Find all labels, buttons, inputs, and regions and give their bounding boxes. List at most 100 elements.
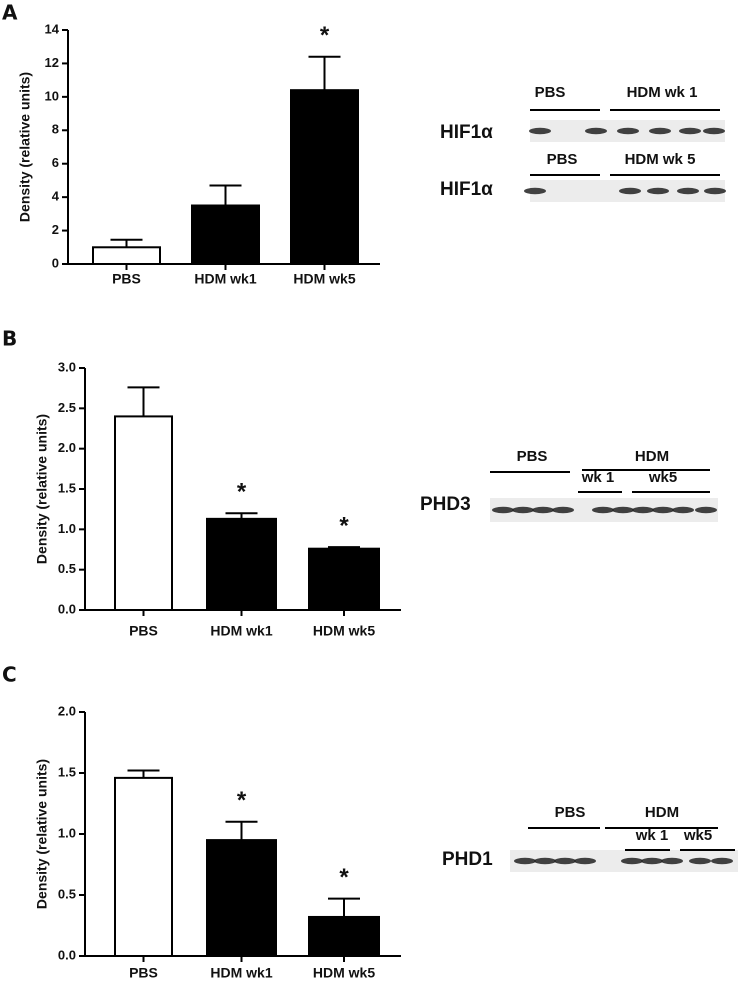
y-tick-label: 0.5: [58, 886, 76, 901]
y-tick-label: 2.5: [58, 400, 76, 415]
significance-marker: *: [320, 22, 330, 49]
y-tick-label: 14: [45, 21, 60, 36]
y-tick-label: 2.0: [58, 440, 76, 455]
significance-marker: *: [237, 479, 247, 506]
blot-band: [514, 857, 536, 865]
bar: [206, 517, 277, 612]
group-label: wk5: [683, 827, 712, 844]
group-label: PBS: [555, 804, 586, 821]
significance-marker: *: [339, 864, 349, 891]
significance-marker: *: [339, 512, 349, 539]
blot-band: [534, 857, 556, 865]
x-tick-label: HDM wk5: [293, 271, 355, 287]
group-label: wk 1: [581, 469, 615, 486]
y-tick-label: 12: [45, 55, 59, 70]
x-tick-label: HDM wk1: [210, 623, 272, 639]
y-tick-label: 0: [52, 255, 59, 270]
group-label: wk 1: [635, 827, 669, 844]
significance-marker: *: [237, 787, 247, 814]
x-tick-label: PBS: [129, 965, 158, 981]
blot-band: [695, 506, 717, 514]
error-bar: [127, 386, 160, 417]
blot-band: [647, 187, 669, 195]
y-axis-label: Density (relative units): [34, 759, 50, 909]
y-tick-label: 1.5: [58, 480, 76, 495]
y-tick-label: 0.0: [58, 947, 76, 962]
panel-label: A: [2, 1, 18, 25]
y-axis-label: Density (relative units): [17, 72, 33, 222]
y-tick-label: 6: [52, 155, 59, 170]
blot-band: [652, 506, 674, 514]
blot-band: [679, 127, 701, 135]
blot-band: [592, 506, 614, 514]
bar: [206, 839, 277, 957]
blot-band: [632, 506, 654, 514]
error-bar: [225, 820, 258, 841]
group-label: HDM: [645, 804, 679, 821]
blot-band: [612, 506, 634, 514]
protein-label: HIF1α: [440, 122, 493, 143]
x-tick-label: HDM wk1: [210, 965, 272, 981]
blot-band: [574, 857, 596, 865]
blot-band: [529, 127, 551, 135]
blot-band: [512, 506, 534, 514]
bar: [92, 246, 161, 266]
blot-band: [585, 127, 607, 135]
blot-band: [524, 187, 546, 195]
bar: [191, 204, 260, 265]
error-bar: [225, 512, 258, 519]
group-label: HDM wk 5: [625, 151, 696, 168]
bar: [114, 776, 173, 957]
blot-band: [711, 857, 733, 865]
blot-band: [619, 187, 641, 195]
y-axis-label: Density (relative units): [34, 414, 50, 564]
blot-band: [661, 857, 683, 865]
y-tick-label: 10: [45, 88, 59, 103]
x-tick-label: PBS: [112, 271, 141, 287]
blot-band: [672, 506, 694, 514]
protein-label: PHD1: [442, 849, 493, 870]
blot-band: [554, 857, 576, 865]
panel-label: C: [2, 663, 17, 687]
protein-label: PHD3: [420, 494, 471, 515]
y-tick-label: 1.0: [58, 521, 76, 536]
bar: [308, 915, 380, 958]
error-bar: [328, 897, 360, 917]
blot-band: [492, 506, 514, 514]
blot-band: [532, 506, 554, 514]
error-bar: [209, 184, 242, 206]
blot-band: [621, 857, 643, 865]
error-bar: [328, 546, 360, 549]
blot-band: [704, 187, 726, 195]
y-tick-label: 0.5: [58, 561, 76, 576]
blot-band: [677, 187, 699, 195]
bar: [114, 415, 173, 611]
panel-label: B: [2, 327, 17, 351]
blot-band: [649, 127, 671, 135]
protein-label: HIF1α: [440, 179, 493, 200]
x-tick-label: HDM wk1: [194, 271, 256, 287]
blot-band: [617, 127, 639, 135]
group-label: HDM: [635, 448, 669, 465]
y-tick-label: 1.5: [58, 764, 76, 779]
blot-band: [552, 506, 574, 514]
group-label: wk5: [648, 469, 677, 486]
y-tick-label: 3.0: [58, 359, 76, 374]
error-bar: [110, 238, 143, 248]
y-tick-label: 1.0: [58, 825, 76, 840]
x-tick-label: HDM wk5: [313, 623, 375, 639]
blot-band: [689, 857, 711, 865]
blot-band: [641, 857, 663, 865]
y-tick-label: 8: [52, 122, 59, 137]
y-tick-label: 4: [52, 189, 60, 204]
group-label: HDM wk 1: [627, 84, 698, 101]
group-label: PBS: [547, 151, 578, 168]
group-label: PBS: [517, 448, 548, 465]
y-tick-label: 0.0: [58, 601, 76, 616]
y-tick-label: 2.0: [58, 703, 76, 718]
error-bar: [127, 769, 160, 778]
group-label: PBS: [535, 84, 566, 101]
x-tick-label: HDM wk5: [313, 965, 375, 981]
y-tick-label: 2: [52, 222, 59, 237]
blot-band: [703, 127, 725, 135]
